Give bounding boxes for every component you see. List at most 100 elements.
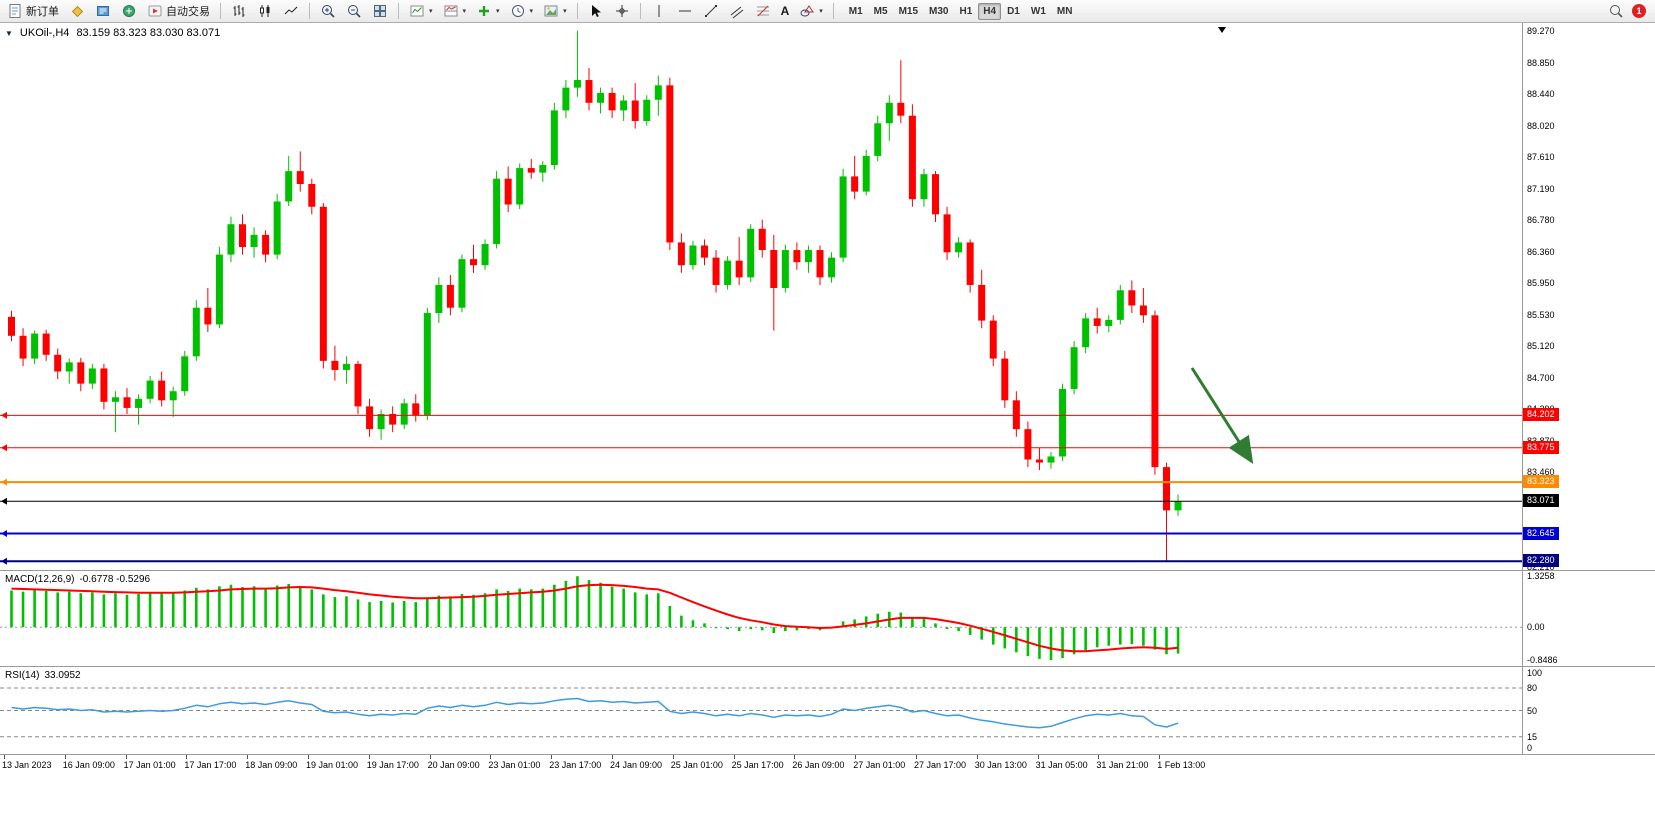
market-watch-button[interactable]	[65, 2, 89, 21]
chevron-down-icon: ▾	[563, 8, 567, 15]
line-chart-icon	[284, 6, 298, 15]
annotation-arrow	[1190, 367, 1254, 465]
chevron-down-icon: ▾	[496, 8, 500, 15]
toolbar-right-group: 1	[1608, 3, 1652, 19]
time-axis-tick	[794, 755, 796, 759]
level-anchor	[1, 411, 7, 419]
time-axis-label: 13 Jan 2023	[2, 760, 52, 770]
trendline-icon	[704, 5, 717, 17]
timeframe-mn[interactable]: MN	[1056, 5, 1073, 17]
chart-shift-marker[interactable]	[1218, 27, 1226, 33]
auto-trading-button[interactable]: 自动交易	[143, 2, 214, 21]
shapes-button[interactable]: ▾	[795, 2, 827, 21]
periods-button[interactable]: ▾	[506, 2, 538, 21]
search-icon[interactable]	[1608, 3, 1624, 19]
new-order-button[interactable]: 新订单	[3, 2, 63, 21]
time-axis-label: 19 Jan 01:00	[306, 760, 359, 770]
main-toolbar: 新订单 自动交易	[0, 0, 1655, 23]
time-axis-label: 31 Jan 05:00	[1035, 760, 1088, 770]
crosshair-button[interactable]	[610, 2, 634, 21]
timeframe-m15[interactable]: M15	[898, 5, 919, 17]
time-axis-tick	[308, 755, 309, 759]
horizontal-line-button[interactable]	[673, 2, 697, 21]
timeframe-m30[interactable]: M30	[929, 5, 949, 17]
panel-separator[interactable]	[0, 570, 1655, 571]
new-order-label: 新订单	[26, 6, 59, 18]
time-axis-label: 30 Jan 13:00	[974, 760, 1027, 770]
horizontal-line-icon	[678, 10, 691, 12]
timeframe-h1[interactable]: H1	[959, 5, 973, 17]
templates-icon	[544, 5, 558, 17]
navigator-icon	[97, 6, 109, 16]
time-axis-label: 31 Jan 21:00	[1096, 760, 1149, 770]
time-axis-tick	[1098, 755, 1100, 759]
cursor-button[interactable]	[584, 2, 608, 21]
periods-clock-icon	[511, 5, 524, 17]
trendline-button[interactable]	[699, 2, 723, 21]
text-button[interactable]: A	[780, 4, 790, 18]
toolbar-separator	[832, 3, 834, 19]
zoom-out-button[interactable]	[342, 2, 366, 21]
notification-badge[interactable]: 1	[1632, 4, 1646, 18]
time-axis-tick	[551, 755, 553, 759]
fibonacci-button[interactable]	[751, 2, 775, 21]
navigator-button[interactable]	[91, 2, 115, 21]
panel-separator[interactable]	[0, 666, 1655, 667]
toolbar-separator	[398, 3, 399, 19]
level-anchor	[1, 530, 7, 538]
chevron-down-icon: ▾	[462, 8, 467, 15]
new-order-icon	[9, 4, 21, 18]
crosshair-icon	[615, 5, 628, 17]
time-axis-tick	[429, 755, 431, 759]
rsi-panel[interactable]	[0, 667, 1522, 754]
vertical-line-button[interactable]	[647, 2, 671, 21]
templates-button[interactable]: ▾	[539, 2, 571, 21]
timeframe-m5[interactable]: M5	[873, 5, 888, 17]
timeframe-w1[interactable]: W1	[1030, 5, 1046, 17]
candles-group	[8, 30, 1182, 562]
candlestick-chart-button[interactable]	[253, 2, 277, 21]
chevron-down-icon: ▾	[819, 8, 823, 15]
candlestick-chart-icon	[260, 5, 270, 17]
chevron-down-icon: ▾	[529, 8, 534, 15]
level-anchor	[1, 478, 7, 486]
time-axis-tick	[976, 755, 978, 759]
timeframe-m1[interactable]: M1	[848, 5, 863, 17]
macd-signal-line	[11, 583, 1179, 653]
level-anchor	[1, 557, 7, 565]
tile-windows-button[interactable]	[368, 2, 392, 21]
time-axis-label: 17 Jan 01:00	[123, 760, 176, 770]
indicator-window-button[interactable]: ▾	[405, 2, 437, 21]
add-indicator-icon	[479, 6, 490, 16]
macd-panel[interactable]	[0, 571, 1522, 666]
zoom-in-button[interactable]	[316, 2, 340, 21]
timeframe-h4[interactable]: H4	[978, 2, 1002, 20]
time-axis-tick	[368, 755, 370, 759]
timeframe-d1[interactable]: D1	[1007, 5, 1020, 17]
line-chart-button[interactable]	[279, 2, 303, 21]
level-anchor	[1, 497, 7, 505]
terminal-icon	[123, 5, 135, 17]
one-click-trading-toggle[interactable]: ▼	[5, 28, 13, 38]
price-chart[interactable]	[0, 23, 1522, 570]
add-indicator-button[interactable]: ▾	[472, 2, 504, 21]
time-axis-label: 23 Jan 01:00	[488, 760, 541, 770]
vertical-line-icon	[658, 5, 660, 17]
time-axis-label: 27 Jan 17:00	[914, 760, 967, 770]
time-axis-tick	[186, 755, 188, 759]
time-axis-tick	[916, 755, 917, 759]
time-axis-tick	[855, 755, 857, 759]
time-axis-label: 16 Jan 09:00	[62, 760, 115, 770]
equidistant-channel-button[interactable]	[725, 2, 749, 21]
zoom-in-icon	[322, 5, 335, 18]
time-axis-label: 25 Jan 17:00	[731, 760, 784, 770]
terminal-button[interactable]	[117, 2, 141, 21]
time-axis-tick	[64, 755, 66, 759]
auto-trading-icon	[148, 5, 162, 17]
bar-chart-button[interactable]	[227, 2, 251, 21]
chart-profile-button[interactable]: ▾	[439, 2, 471, 21]
chart-profile-icon	[444, 5, 458, 17]
time-axis-label: 18 Jan 09:00	[245, 760, 298, 770]
